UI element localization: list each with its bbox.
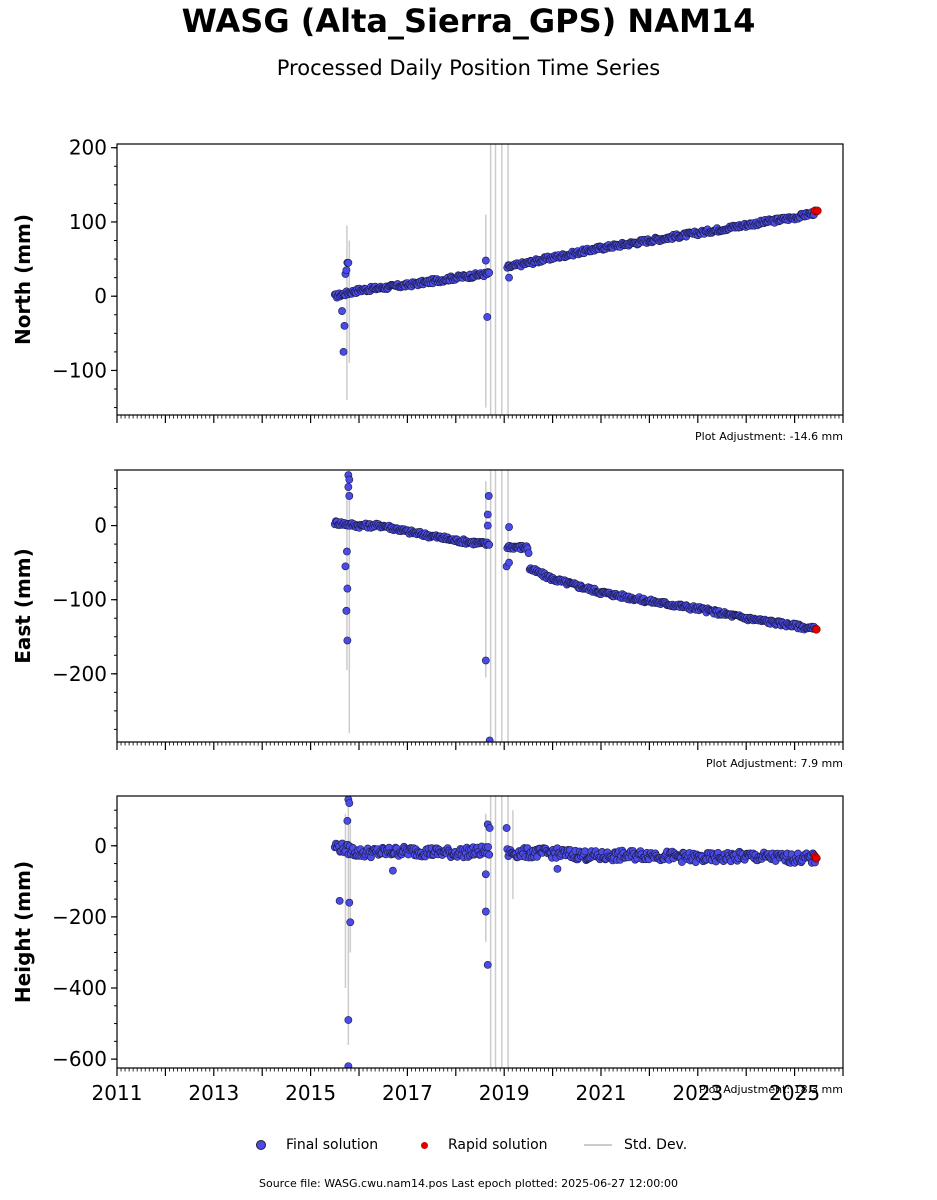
final-point — [342, 547, 351, 556]
final-point — [481, 907, 490, 916]
x-tick-label: 2023 — [672, 1081, 723, 1105]
final-marker-icon — [256, 1140, 266, 1150]
final-point — [340, 322, 349, 330]
final-point — [485, 540, 494, 549]
final-point — [484, 843, 492, 851]
y-axis-label: East (mm) — [11, 548, 35, 664]
final-point — [344, 1062, 353, 1068]
final-point — [553, 864, 562, 873]
final-point — [344, 258, 353, 267]
final-point — [345, 492, 354, 500]
final-point — [483, 510, 492, 519]
y-tick-label: 200 — [69, 136, 107, 160]
final-point — [485, 824, 494, 832]
plot-adjustment-note: Plot Adjustment: -14.6 mm — [695, 430, 843, 443]
x-tick-label: 2017 — [382, 1081, 433, 1105]
final-point — [502, 824, 511, 832]
legend-final-label: Final solution — [286, 1137, 379, 1153]
rapid-marker-icon — [421, 1141, 428, 1149]
plot-adjustment-note: Plot Adjustment: 18.3 mm — [699, 1083, 843, 1096]
x-tick-label: 2015 — [285, 1081, 336, 1105]
legend-final: Final solution — [256, 1137, 378, 1153]
rapid-point — [813, 206, 822, 216]
final-point — [345, 898, 354, 907]
final-point — [484, 492, 493, 500]
final-point — [344, 483, 353, 491]
plot-adjustment-note: Plot Adjustment: 7.9 mm — [706, 757, 843, 770]
x-tick-label: 2021 — [576, 1081, 627, 1105]
legend: Final solution Rapid solution Std. Dev. — [0, 1137, 937, 1157]
y-axis-label: North (mm) — [11, 214, 35, 345]
final-point — [481, 656, 490, 665]
chart-subtitle: Processed Daily Position Time Series — [276, 56, 661, 80]
y-tick-label: −100 — [52, 358, 107, 382]
final-point — [505, 558, 513, 567]
y-tick-label: −200 — [52, 905, 107, 929]
final-point — [388, 866, 397, 875]
final-solution-series — [330, 839, 820, 867]
final-point — [485, 850, 494, 859]
final-solution-series — [330, 206, 820, 302]
final-point — [338, 307, 346, 315]
final-point — [342, 606, 351, 615]
plot-frame — [116, 143, 844, 416]
y-tick-label: 0 — [94, 514, 107, 538]
source-footer: Source file: WASG.cwu.nam14.pos Last epo… — [259, 1177, 678, 1190]
final-point — [341, 562, 350, 571]
final-point — [483, 313, 492, 321]
y-tick-label: −400 — [52, 976, 107, 1000]
final-point — [345, 799, 354, 808]
final-point — [345, 475, 354, 484]
y-tick-label: −600 — [52, 1047, 107, 1071]
final-point — [343, 636, 352, 645]
final-point — [485, 736, 494, 742]
final-point — [335, 896, 344, 905]
final-point — [343, 816, 352, 825]
plot-frame — [116, 469, 844, 743]
y-tick-label: −200 — [52, 662, 107, 686]
x-tick-label: 2025 — [769, 1081, 820, 1105]
plot-frame — [116, 795, 844, 1069]
final-point — [485, 268, 494, 277]
final-point — [344, 1016, 353, 1024]
x-tick-label: 2011 — [92, 1081, 143, 1105]
final-point — [505, 523, 513, 531]
final-point — [343, 584, 352, 593]
final-point — [342, 266, 351, 275]
y-tick-label: 0 — [94, 284, 107, 308]
rapid-point — [812, 853, 821, 863]
y-tick-label: 100 — [69, 210, 107, 234]
y-tick-label: 0 — [94, 834, 107, 858]
x-tick-label: 2013 — [188, 1081, 239, 1105]
final-point — [481, 256, 490, 265]
final-point — [505, 273, 513, 282]
legend-stddev: Std. Dev. — [584, 1137, 687, 1153]
rapid-point — [812, 625, 821, 634]
y-tick-label: −100 — [52, 588, 107, 612]
final-point — [483, 960, 492, 969]
final-point — [481, 870, 490, 879]
legend-rapid: Rapid solution — [421, 1137, 548, 1153]
legend-stddev-label: Std. Dev. — [624, 1137, 688, 1153]
final-point — [339, 347, 348, 356]
y-axis-label: Height (mm) — [11, 861, 35, 1003]
stddev-line-icon — [584, 1144, 612, 1146]
legend-rapid-label: Rapid solution — [448, 1137, 548, 1153]
chart-title: WASG (Alta_Sierra_GPS) NAM14 — [181, 2, 756, 40]
final-solution-series — [330, 517, 820, 634]
x-tick-label: 2019 — [479, 1081, 530, 1105]
final-point — [483, 521, 492, 530]
final-point — [524, 549, 533, 557]
final-point — [346, 918, 355, 927]
